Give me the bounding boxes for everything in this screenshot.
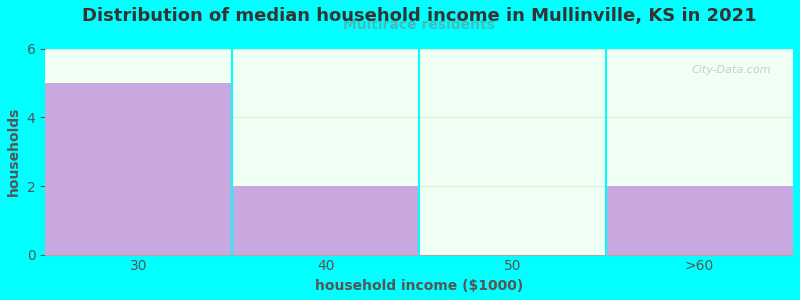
Text: Multirace residents: Multirace residents bbox=[343, 18, 495, 32]
Y-axis label: households: households bbox=[7, 107, 21, 196]
Text: City-Data.com: City-Data.com bbox=[691, 65, 770, 75]
Bar bbox=[45, 83, 232, 255]
Bar bbox=[606, 186, 793, 255]
Title: Distribution of median household income in Mullinville, KS in 2021: Distribution of median household income … bbox=[82, 7, 756, 25]
Bar bbox=[232, 186, 419, 255]
X-axis label: household income ($1000): household income ($1000) bbox=[315, 279, 523, 293]
